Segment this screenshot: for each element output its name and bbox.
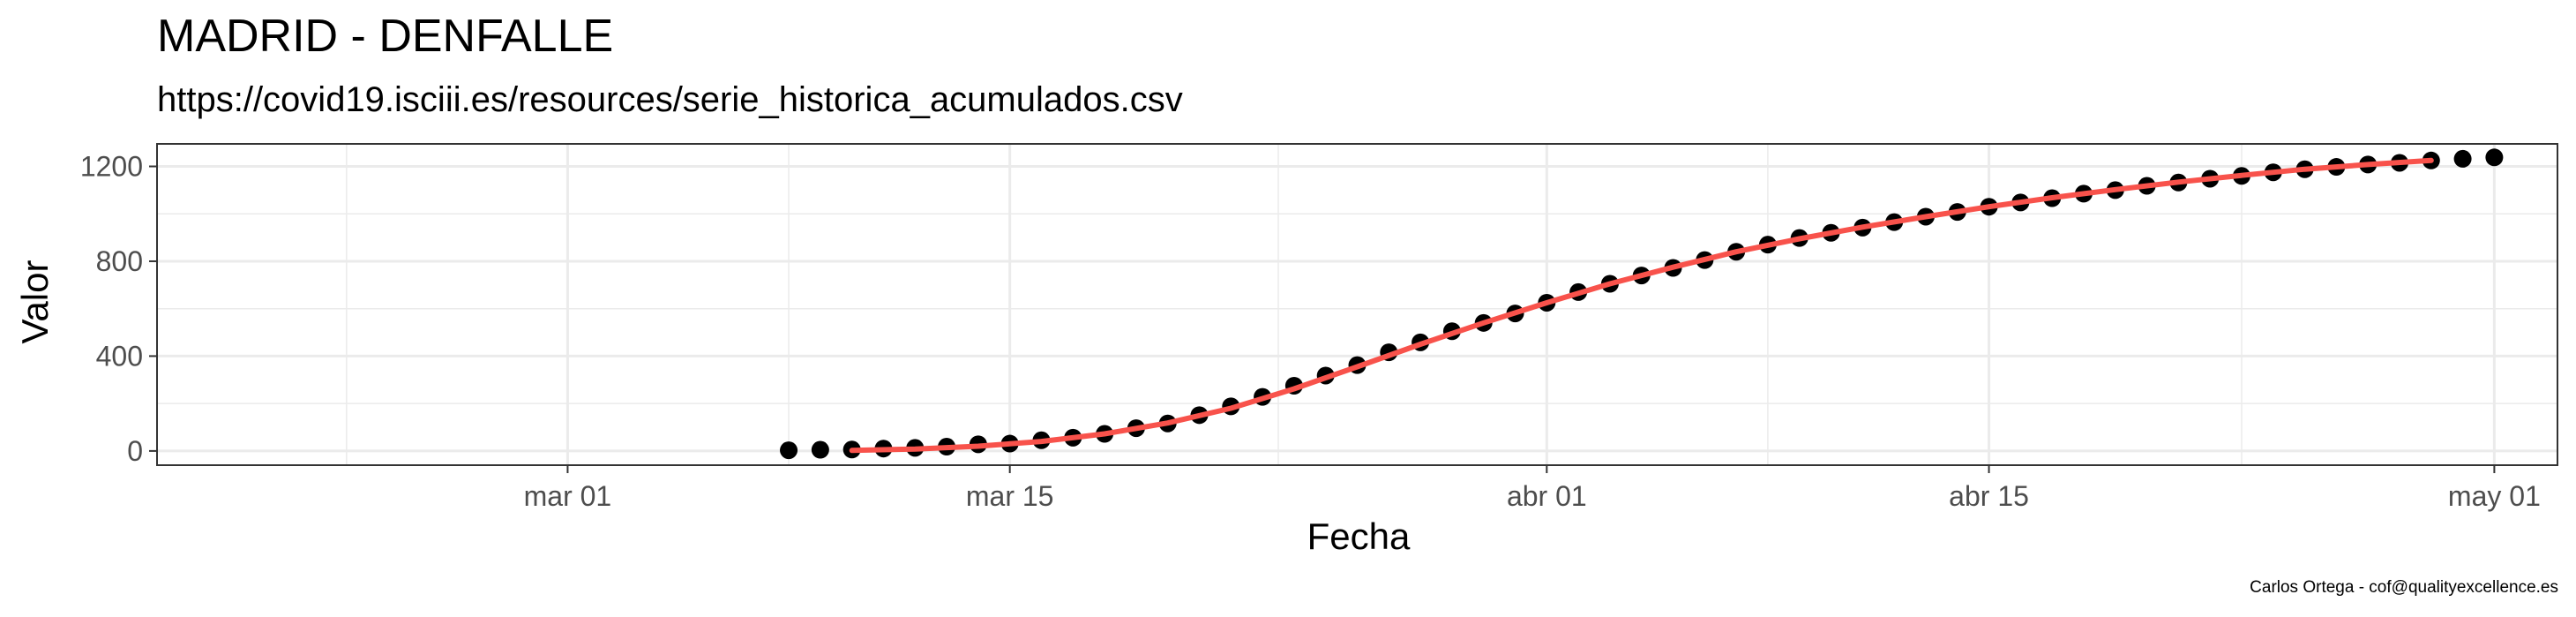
chart-title: MADRID - DENFALLE	[157, 11, 613, 62]
grid-minor-y	[157, 213, 2557, 404]
grid-minor-x	[346, 144, 2243, 465]
y-tick-label: 1200	[80, 151, 143, 183]
x-axis: mar 01 mar 15 abr 01 abr 15 may 01	[524, 465, 2541, 512]
x-axis-title: Fecha	[1307, 515, 1411, 557]
data-point	[780, 441, 798, 460]
y-axis: 0 400 800 1200	[80, 151, 157, 467]
y-tick-label: 400	[96, 340, 143, 372]
y-axis-title: Valor	[14, 260, 56, 344]
fit-line	[849, 157, 2434, 454]
y-tick-label: 800	[96, 245, 143, 277]
x-tick-label: abr 01	[1507, 480, 1587, 512]
plot-border	[156, 143, 2558, 466]
data-point	[2453, 149, 2472, 168]
y-tick-label: 0	[127, 435, 143, 467]
chart-caption: Carlos Ortega - cof@qualityexcellence.es	[2250, 578, 2558, 597]
x-tick-label: may 01	[2448, 480, 2541, 512]
chart-subtitle: https://covid19.isciii.es/resources/seri…	[157, 80, 1183, 119]
grid-major-y	[157, 165, 2557, 453]
data-point	[811, 440, 829, 459]
data-point	[2485, 148, 2504, 167]
x-tick-label: abr 15	[1949, 480, 2029, 512]
x-tick-label: mar 01	[524, 480, 612, 512]
x-tick-label: mar 15	[966, 480, 1054, 512]
fit-line-layer	[849, 157, 2434, 454]
grid-major-x	[565, 144, 2496, 465]
plot-background	[157, 144, 2557, 465]
